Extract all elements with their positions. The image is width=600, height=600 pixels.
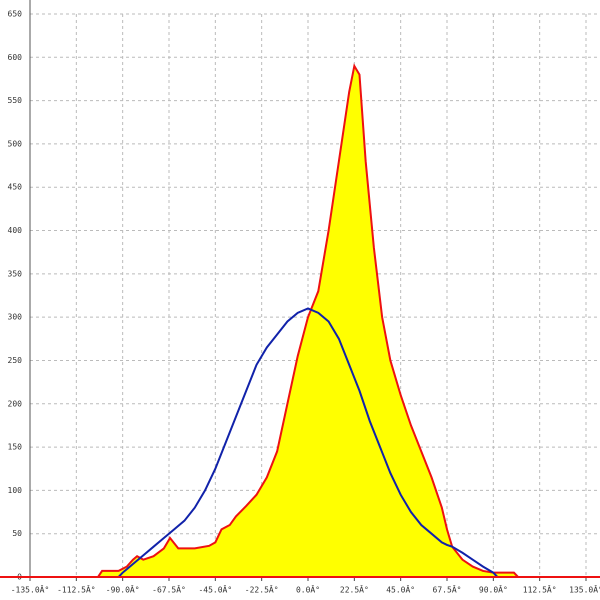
x-tick-label: -112.5Â° [57,584,96,595]
x-tick-label: -67.5Â° [152,584,186,595]
y-tick-label: 450 [8,183,23,192]
y-tick-label: 250 [8,356,23,365]
y-tick-label: 400 [8,226,23,235]
x-tick-label: 67.5Â° [433,584,462,595]
x-tick-label: -45.0Â° [198,584,232,595]
x-tick-label: 112.5Â° [523,584,557,595]
y-tick-label: 500 [8,139,23,148]
y-tick-label: 550 [8,96,23,105]
x-tick-label: 0.0Â° [296,584,320,595]
y-tick-label: 200 [8,399,23,408]
y-tick-label: 300 [8,313,23,322]
y-tick-label: 150 [8,443,23,452]
x-tick-label: 22.5Â° [340,584,369,595]
y-tick-label: 350 [8,269,23,278]
x-tick-label: -90.0Â° [106,584,140,595]
y-tick-label: 100 [8,486,23,495]
area [30,65,586,577]
line [30,63,586,578]
line [117,307,499,578]
x-tick-label: -135.0Â° [11,584,50,595]
x-tick-label: 135.0Â° [569,584,600,595]
y-tick-label: 600 [8,53,23,62]
x-tick-label: 90.0Â° [479,584,508,595]
y-tick-label: 50 [12,529,22,538]
x-tick-label: -22.5Â° [245,584,279,595]
y-tick-label: 650 [8,10,23,19]
x-tick-label: 45.0Â° [386,584,415,595]
